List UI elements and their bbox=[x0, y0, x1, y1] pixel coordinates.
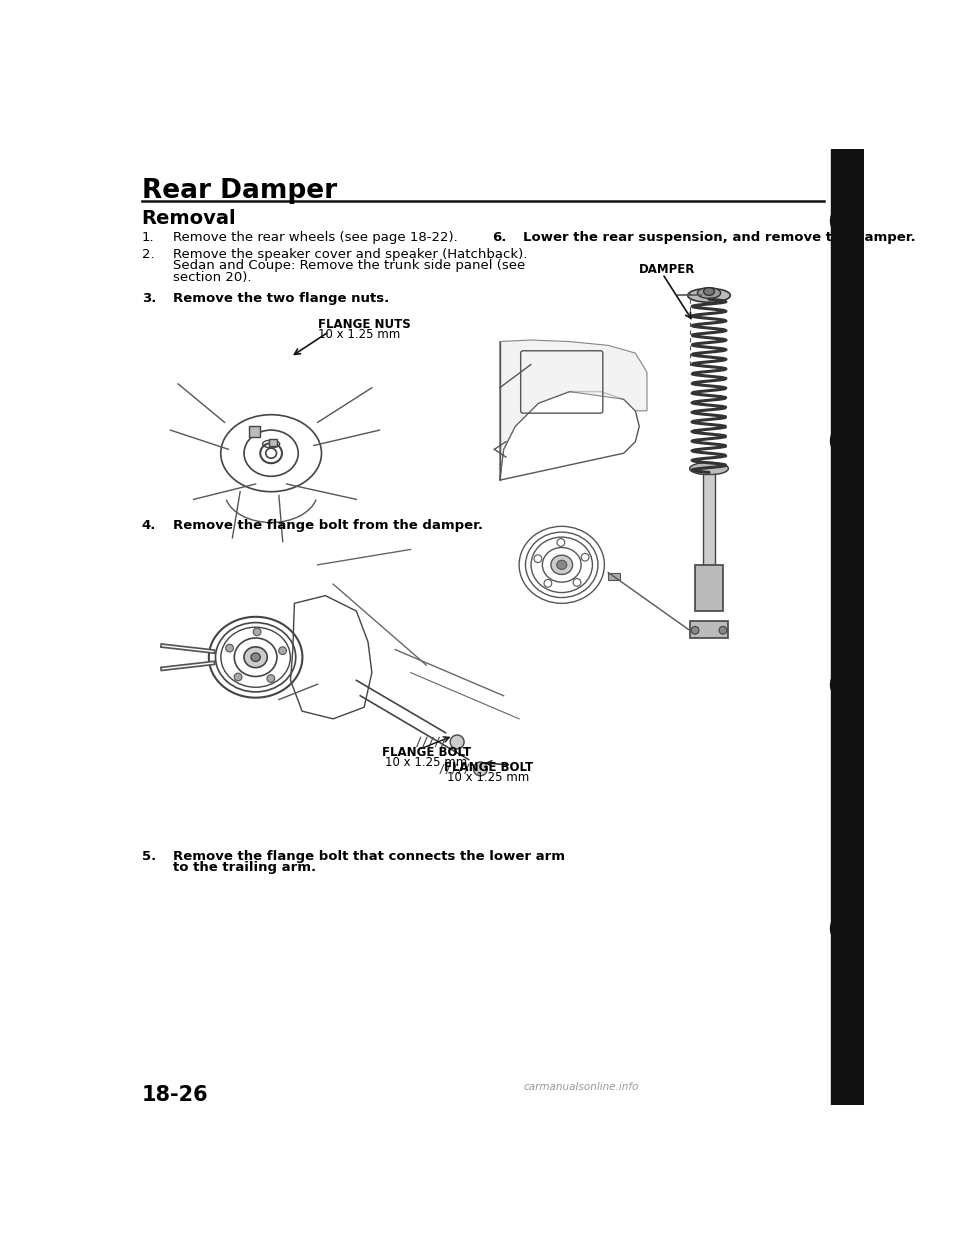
Circle shape bbox=[830, 668, 865, 702]
Text: 5.: 5. bbox=[142, 850, 156, 863]
Bar bbox=[703, 474, 715, 565]
Circle shape bbox=[830, 204, 865, 237]
Text: 18-26: 18-26 bbox=[142, 1084, 208, 1104]
Text: Remove the speaker cover and speaker (Hatchback).: Remove the speaker cover and speaker (Ha… bbox=[173, 247, 527, 261]
Bar bbox=[269, 438, 276, 446]
Ellipse shape bbox=[697, 288, 721, 298]
Bar bbox=[695, 565, 723, 611]
Ellipse shape bbox=[551, 555, 572, 575]
Ellipse shape bbox=[557, 560, 566, 570]
Text: 3.: 3. bbox=[142, 292, 156, 306]
Text: Remove the rear wheels (see page 18-22).: Remove the rear wheels (see page 18-22). bbox=[173, 231, 458, 243]
Ellipse shape bbox=[687, 288, 731, 302]
Text: to the trailing arm.: to the trailing arm. bbox=[173, 861, 316, 874]
Text: 2.: 2. bbox=[142, 247, 155, 261]
Text: 4.: 4. bbox=[142, 519, 156, 532]
Circle shape bbox=[226, 645, 233, 652]
Circle shape bbox=[830, 912, 865, 945]
Ellipse shape bbox=[251, 653, 260, 662]
Text: DAMPER: DAMPER bbox=[639, 263, 696, 276]
Text: FLANGE BOLT: FLANGE BOLT bbox=[444, 761, 533, 774]
Text: 1.: 1. bbox=[142, 231, 155, 243]
Bar bbox=[249, 426, 259, 437]
Text: 10 x 1.25 mm: 10 x 1.25 mm bbox=[447, 771, 529, 784]
Text: Remove the flange bolt from the damper.: Remove the flange bolt from the damper. bbox=[173, 519, 483, 532]
Text: Rear Damper: Rear Damper bbox=[142, 179, 337, 204]
Ellipse shape bbox=[244, 647, 267, 668]
Text: carmanuaIsonline.info: carmanuaIsonline.info bbox=[523, 1082, 639, 1092]
Circle shape bbox=[719, 626, 727, 635]
Circle shape bbox=[234, 673, 242, 681]
Text: Remove the flange bolt that connects the lower arm: Remove the flange bolt that connects the… bbox=[173, 850, 564, 863]
Text: 10 x 1.25 mm: 10 x 1.25 mm bbox=[318, 328, 400, 342]
Ellipse shape bbox=[689, 462, 729, 474]
Text: Removal: Removal bbox=[142, 209, 236, 229]
Bar bbox=[609, 573, 620, 580]
Text: FLANGE NUTS: FLANGE NUTS bbox=[318, 318, 410, 332]
Circle shape bbox=[450, 735, 464, 749]
Circle shape bbox=[278, 647, 286, 655]
Bar bbox=[830, 149, 864, 1105]
Circle shape bbox=[830, 424, 865, 457]
Circle shape bbox=[267, 674, 275, 682]
Text: Remove the two flange nuts.: Remove the two flange nuts. bbox=[173, 292, 389, 306]
Circle shape bbox=[253, 628, 261, 636]
Text: 10 x 1.25 mm: 10 x 1.25 mm bbox=[385, 756, 468, 769]
Circle shape bbox=[691, 626, 699, 635]
Text: Lower the rear suspension, and remove the damper.: Lower the rear suspension, and remove th… bbox=[523, 231, 916, 243]
Text: 6.: 6. bbox=[492, 231, 506, 243]
Text: FLANGE BOLT: FLANGE BOLT bbox=[381, 745, 470, 759]
Bar bbox=[689, 621, 729, 638]
Circle shape bbox=[473, 761, 488, 776]
Polygon shape bbox=[500, 340, 647, 481]
Text: Sedan and Coupe: Remove the trunk side panel (see: Sedan and Coupe: Remove the trunk side p… bbox=[173, 260, 525, 272]
Text: section 20).: section 20). bbox=[173, 271, 252, 283]
Ellipse shape bbox=[704, 288, 714, 296]
